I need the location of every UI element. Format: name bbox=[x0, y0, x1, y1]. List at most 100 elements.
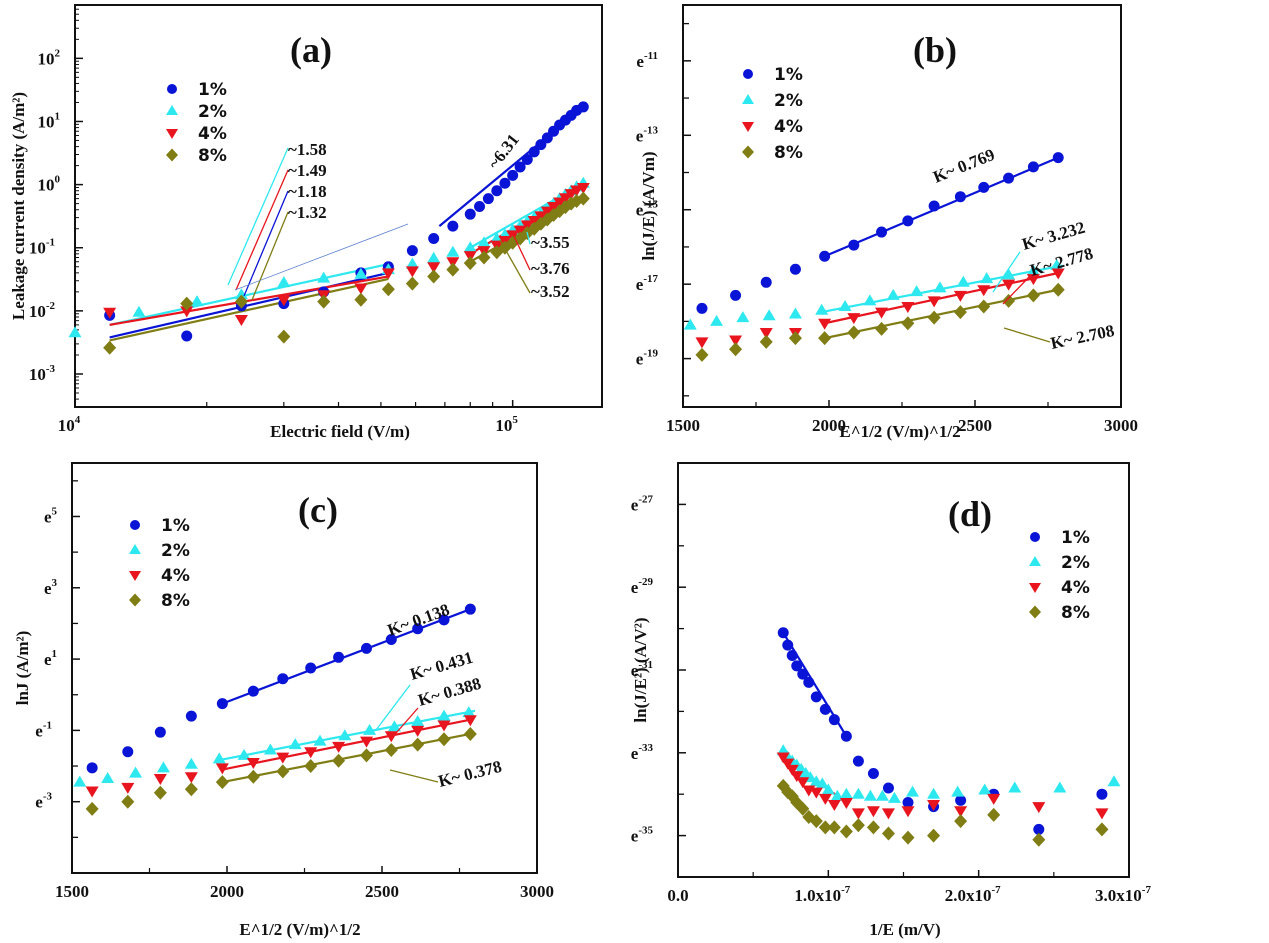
annotation-leader-line bbox=[499, 239, 531, 294]
x-tick-label: 104 bbox=[58, 414, 81, 435]
x-axis-label: E^1/2 (V/m)^1/2 bbox=[239, 920, 360, 939]
y-tick-label: e-31 bbox=[631, 659, 653, 680]
data-point bbox=[796, 777, 810, 789]
panel-a: 104 105 10-3 10-2 10-1 100 101 102 Electric fiel… bbox=[9, 4, 603, 441]
data-point bbox=[412, 623, 424, 635]
legend-marker bbox=[129, 571, 141, 581]
annotation-leader-line bbox=[1003, 327, 1051, 343]
data-point bbox=[180, 296, 194, 311]
data-point bbox=[527, 216, 541, 228]
data-point bbox=[788, 331, 802, 346]
data-point bbox=[180, 306, 194, 318]
data-point bbox=[576, 191, 590, 206]
data-point bbox=[851, 818, 865, 833]
x-tick-label: 2.0x10-7 bbox=[945, 884, 1001, 905]
y-tick-label: e-15 bbox=[636, 199, 659, 220]
data-point bbox=[954, 806, 968, 818]
data-point bbox=[477, 236, 491, 248]
data-point bbox=[901, 830, 915, 845]
annotation-leader-line bbox=[992, 251, 1021, 293]
data-point bbox=[867, 768, 879, 779]
data-point bbox=[695, 347, 709, 362]
annotation-label: K~ 0.378 bbox=[436, 757, 503, 791]
fit-line-8pct bbox=[824, 288, 1059, 340]
data-point bbox=[759, 328, 773, 340]
x-tick-label: 1.0x10-7 bbox=[794, 884, 850, 905]
data-point bbox=[818, 793, 832, 805]
data-point bbox=[927, 828, 941, 843]
x-tick-label: 3000 bbox=[1104, 416, 1138, 435]
data-point bbox=[1050, 259, 1064, 271]
data-point bbox=[121, 782, 135, 794]
series-8pct bbox=[695, 282, 1065, 362]
plot-frame bbox=[74, 4, 603, 408]
data-point bbox=[73, 775, 87, 787]
annotation-leader-line bbox=[1002, 275, 1031, 305]
data-point bbox=[354, 267, 368, 279]
data-point bbox=[547, 201, 561, 213]
legend-label: 8% bbox=[161, 591, 190, 611]
data-point bbox=[827, 800, 841, 812]
data-point bbox=[437, 732, 451, 747]
series-8pct bbox=[103, 191, 590, 355]
legend-marker bbox=[1029, 605, 1041, 619]
data-point bbox=[954, 191, 966, 203]
y-tick-label: 10-1 bbox=[29, 237, 55, 258]
data-point bbox=[234, 314, 248, 326]
data-point bbox=[332, 753, 346, 768]
series-4pct bbox=[776, 752, 1109, 820]
data-point bbox=[838, 300, 852, 311]
data-point bbox=[852, 755, 864, 767]
data-point bbox=[818, 331, 832, 346]
data-point bbox=[759, 334, 773, 349]
data-point bbox=[978, 783, 992, 795]
data-point bbox=[1026, 288, 1040, 303]
data-point bbox=[132, 305, 146, 317]
fit-line-1pct bbox=[221, 608, 471, 705]
data-point bbox=[839, 824, 853, 839]
legend-marker bbox=[129, 593, 141, 607]
data-point bbox=[1107, 775, 1121, 787]
data-point bbox=[215, 763, 229, 775]
data-point bbox=[277, 329, 291, 344]
annotation-label: ~1.18 bbox=[288, 182, 327, 201]
legend: 1% 2% 4% 8% bbox=[742, 65, 803, 163]
data-point bbox=[577, 101, 589, 113]
y-tick-label: e3 bbox=[44, 577, 58, 598]
data-point bbox=[216, 698, 228, 710]
data-point bbox=[901, 316, 915, 331]
data-point bbox=[1033, 823, 1045, 835]
data-point bbox=[405, 276, 419, 291]
panel-label: (c) bbox=[298, 490, 338, 530]
data-point bbox=[902, 796, 914, 808]
data-point bbox=[886, 288, 900, 300]
data-point bbox=[427, 262, 441, 274]
legend-label: 4% bbox=[161, 566, 190, 586]
data-point bbox=[762, 309, 776, 321]
data-point bbox=[1026, 274, 1040, 286]
data-point bbox=[338, 729, 352, 741]
fit-line-4pct bbox=[109, 275, 389, 326]
data-point bbox=[821, 783, 835, 795]
data-point bbox=[122, 746, 134, 758]
data-point bbox=[881, 808, 895, 820]
data-point bbox=[876, 226, 888, 238]
legend-marker bbox=[743, 69, 753, 79]
data-point bbox=[277, 276, 291, 288]
legend-marker bbox=[129, 544, 141, 554]
data-point bbox=[1008, 781, 1022, 793]
data-point bbox=[215, 775, 229, 790]
data-point bbox=[987, 807, 1001, 822]
series-1pct bbox=[696, 152, 1064, 314]
annotation-label: ~1.58 bbox=[288, 140, 327, 159]
data-point bbox=[875, 789, 889, 801]
data-point bbox=[411, 737, 425, 752]
data-point bbox=[576, 182, 590, 194]
data-point bbox=[446, 262, 460, 277]
data-point bbox=[304, 759, 318, 774]
data-point bbox=[354, 283, 368, 295]
x-tick-label: 3.0x10-7 bbox=[1095, 884, 1151, 905]
data-point bbox=[818, 318, 832, 330]
annotation-leader-line bbox=[511, 231, 531, 271]
